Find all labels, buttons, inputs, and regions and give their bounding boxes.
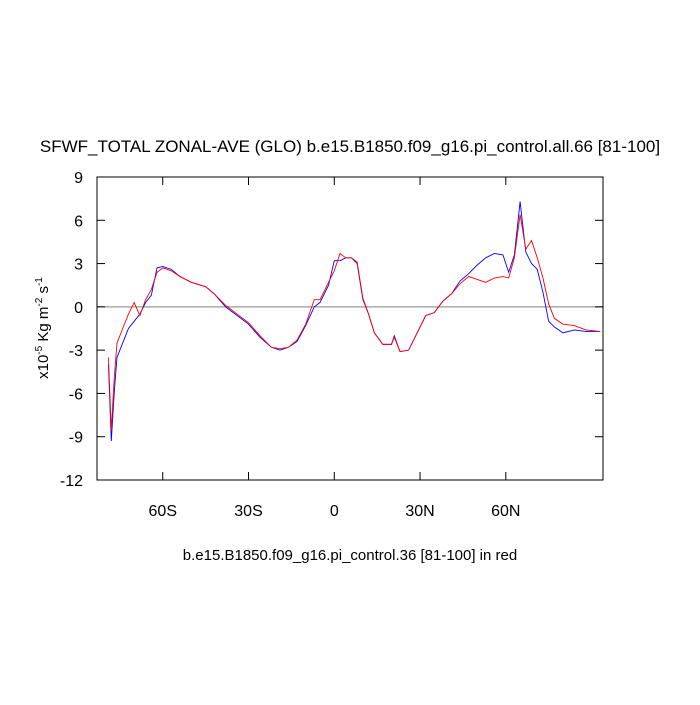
y-axis-label-exponent: -1 [34, 277, 45, 286]
plot-frame [96, 176, 604, 481]
y-tick-label: -9 [69, 430, 83, 447]
x-tick-label: 0 [330, 503, 339, 520]
y-tick-label: -6 [69, 386, 83, 403]
x-tick-label: 30S [234, 503, 262, 520]
y-axis-label-exponent: -2 [34, 297, 45, 306]
y-tick-label: 3 [74, 257, 83, 274]
y-axis-label-text: s [35, 286, 52, 298]
x-tick-label: 60S [149, 503, 177, 520]
x-tick-label: 60N [491, 503, 520, 520]
y-axis-label-text: Kg m [35, 307, 52, 346]
x-tick-label: 30N [405, 503, 434, 520]
y-axis-label-text: x10 [35, 355, 52, 379]
y-tick-label: 6 [74, 213, 83, 230]
y-tick-label: -3 [69, 343, 83, 360]
data-line [107, 214, 601, 431]
data-line [107, 201, 601, 442]
chart-title: SFWF_TOTAL ZONAL-AVE (GLO) b.e15.B1850.f… [40, 137, 660, 156]
y-tick-label: 0 [74, 300, 83, 317]
y-tick-label: -12 [60, 473, 83, 490]
y-axis-label-exponent: -5 [34, 345, 45, 354]
y-tick-label: 9 [74, 170, 83, 187]
y-axis-label: x10-5 Kg m-2 s-1 [34, 277, 52, 379]
x-axis-label: b.e15.B1850.f09_g16.pi_control.36 [81-10… [183, 547, 517, 564]
